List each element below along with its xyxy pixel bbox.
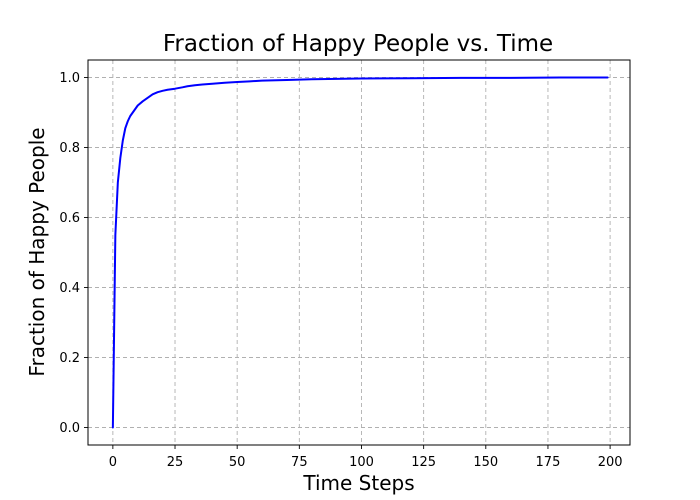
y-axis-title: Fraction of Happy People [25, 127, 49, 376]
series-layer [111, 76, 609, 429]
x-axis-title: Time Steps [302, 471, 414, 495]
axes-layer: 0 25 50 75 100 125 150 175 200 0.0 0.2 0.4 0.6 0.8 1.0 [59, 71, 622, 470]
x-tick-label: 175 [536, 455, 561, 470]
x-tick-label: 25 [167, 455, 184, 470]
y-tick-label: 1.0 [59, 71, 80, 86]
x-tick-label: 200 [598, 455, 623, 470]
y-tick-label: 0.6 [59, 211, 80, 226]
y-tick-label: 0.8 [59, 141, 80, 156]
chart-title: Fraction of Happy People vs. Time [163, 31, 553, 57]
x-tick-label: 75 [291, 455, 308, 470]
y-tick-label: 0.4 [59, 281, 80, 296]
series-line [111, 76, 609, 429]
x-tick-label: 125 [411, 455, 436, 470]
x-tick-label: 0 [109, 455, 117, 470]
y-tick-label: 0.2 [59, 351, 80, 366]
x-tick-label: 50 [229, 455, 246, 470]
x-tick-label: 100 [349, 455, 374, 470]
plot-frame [87, 59, 631, 446]
grid-layer [88, 60, 630, 445]
y-tick-label: 0.0 [59, 421, 80, 436]
x-tick-label: 150 [473, 455, 498, 470]
